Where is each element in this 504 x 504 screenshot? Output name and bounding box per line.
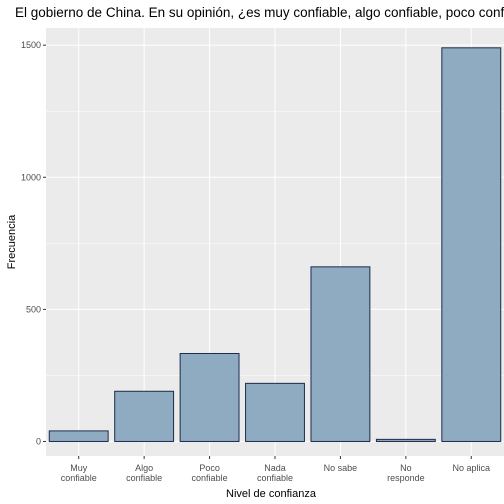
x-tick-label: Nada confiable xyxy=(257,463,293,483)
x-axis-ticks: Muy confiable Algo confiable Poco confiable Na… xyxy=(61,456,490,483)
bar xyxy=(48,430,109,442)
y-tick-label: 0 xyxy=(36,436,41,446)
x-tick-label: No responde xyxy=(387,463,425,483)
y-axis-title: Frecuencia xyxy=(6,214,18,269)
chart-title: El gobierno de China. En su opinión, ¿es… xyxy=(15,5,504,20)
bar xyxy=(441,47,502,442)
x-tick-label: No sabe xyxy=(324,463,358,473)
y-tick-label: 1500 xyxy=(21,40,41,50)
bar xyxy=(114,390,175,442)
bar xyxy=(179,352,240,442)
bar xyxy=(245,382,305,442)
x-tick-label: No aplica xyxy=(453,463,491,473)
x-tick-label: Algo confiable xyxy=(126,463,162,483)
x-tick-label: Poco confiable xyxy=(192,463,228,483)
y-axis-ticks: 0 500 1000 1500 xyxy=(21,40,46,446)
bar xyxy=(375,438,436,442)
y-tick-label: 500 xyxy=(26,304,41,314)
bar xyxy=(310,266,371,442)
bars xyxy=(48,47,502,442)
x-axis-title: Nivel de confianza xyxy=(226,488,317,500)
y-tick-label: 1000 xyxy=(21,172,41,182)
x-tick-label: Muy confiable xyxy=(61,463,97,483)
